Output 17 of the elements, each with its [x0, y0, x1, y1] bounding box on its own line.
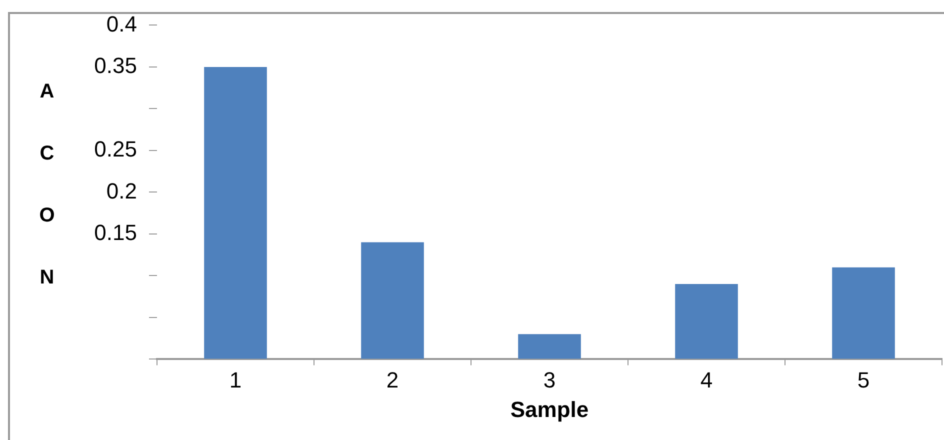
y-tick-label: 0.15 — [94, 220, 137, 246]
bar — [832, 267, 895, 359]
bar — [361, 242, 424, 359]
x-tick-label: 1 — [229, 367, 242, 392]
x-tick-label: 3 — [543, 367, 556, 392]
bar — [675, 284, 738, 359]
text: ACON — [39, 80, 55, 289]
y-tick-label: 0.25 — [94, 136, 137, 162]
x-tick-label: 5 — [857, 367, 870, 392]
bar — [204, 66, 267, 359]
bar — [518, 334, 581, 359]
y-tick-label: 0.4 — [106, 11, 137, 36]
x-tick-label: 4 — [700, 367, 713, 392]
x-tick-label: 2 — [386, 367, 399, 392]
y-tick-label: 0.35 — [94, 53, 137, 78]
x-axis-title: Sample — [510, 396, 589, 422]
y-tick-label: 0.2 — [106, 178, 137, 204]
